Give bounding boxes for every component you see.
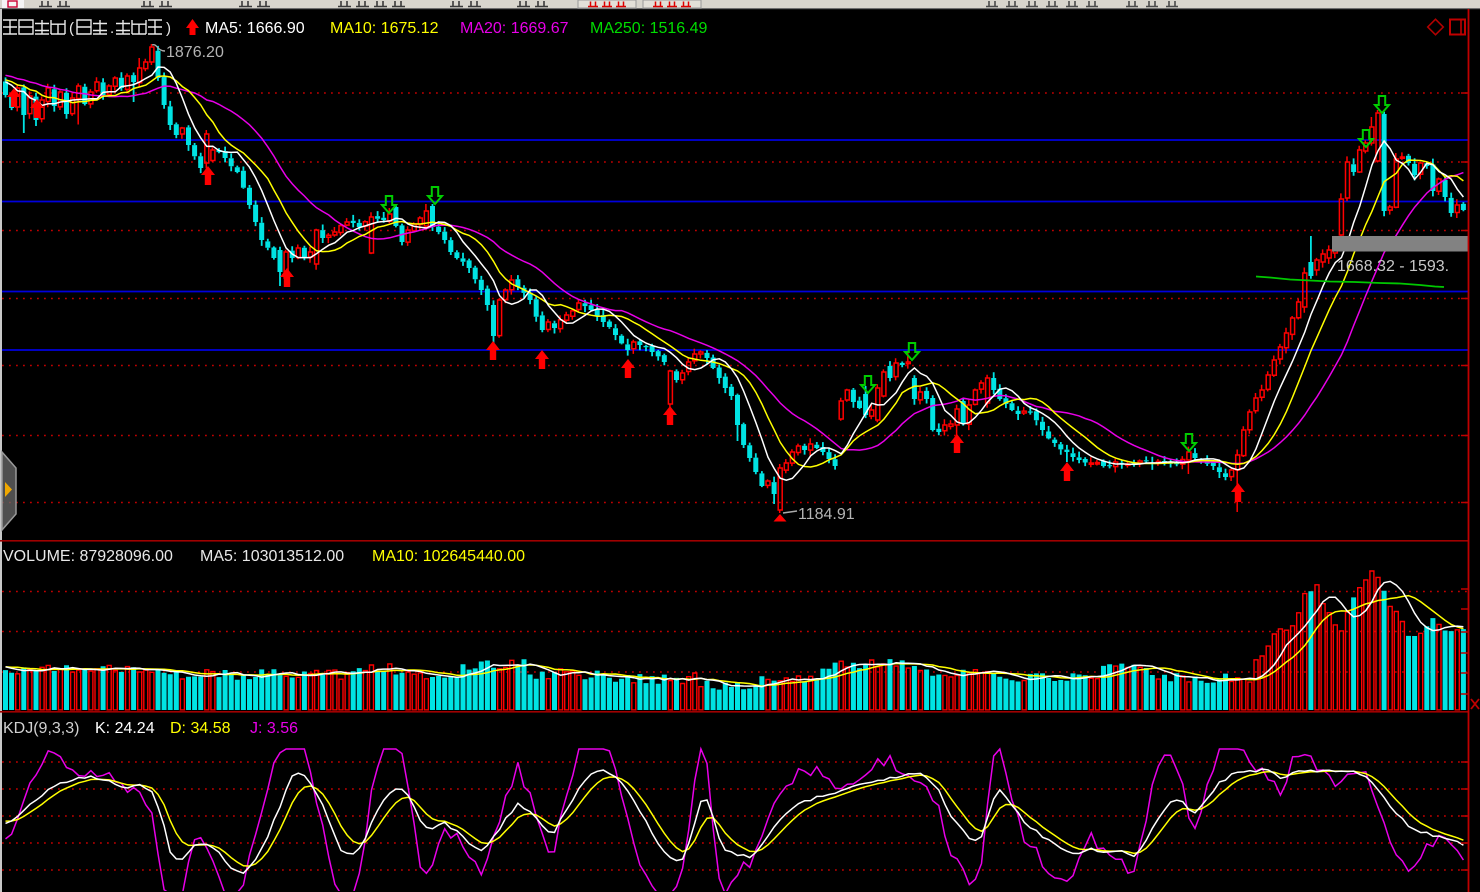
svg-text:MA10: 102645440.00: MA10: 102645440.00 [372, 548, 525, 565]
svg-text:VOLUME: 87928096.00: VOLUME: 87928096.00 [3, 548, 173, 565]
svg-text:MA10: 1675.12: MA10: 1675.12 [330, 20, 439, 37]
svg-text:MA5: 1666.90: MA5: 1666.90 [205, 20, 305, 37]
svg-text:MA20: 1669.67: MA20: 1669.67 [460, 20, 569, 37]
svg-text:MA250: 1516.49: MA250: 1516.49 [590, 20, 708, 37]
svg-text:K: 24.24: K: 24.24 [95, 720, 155, 737]
svg-text:1184.91: 1184.91 [798, 506, 855, 523]
svg-text:.: . [110, 20, 114, 37]
svg-text:(: ( [69, 20, 74, 37]
svg-text:1876.20: 1876.20 [166, 44, 224, 61]
svg-text:MA5: 103013512.00: MA5: 103013512.00 [200, 548, 344, 565]
svg-text:1668.32 - 1593.: 1668.32 - 1593. [1337, 258, 1449, 275]
svg-text:KDJ(9,3,3): KDJ(9,3,3) [3, 720, 79, 737]
svg-text:J: 3.56: J: 3.56 [250, 720, 298, 737]
svg-text:): ) [166, 20, 171, 37]
svg-text:D: 34.58: D: 34.58 [170, 720, 231, 737]
